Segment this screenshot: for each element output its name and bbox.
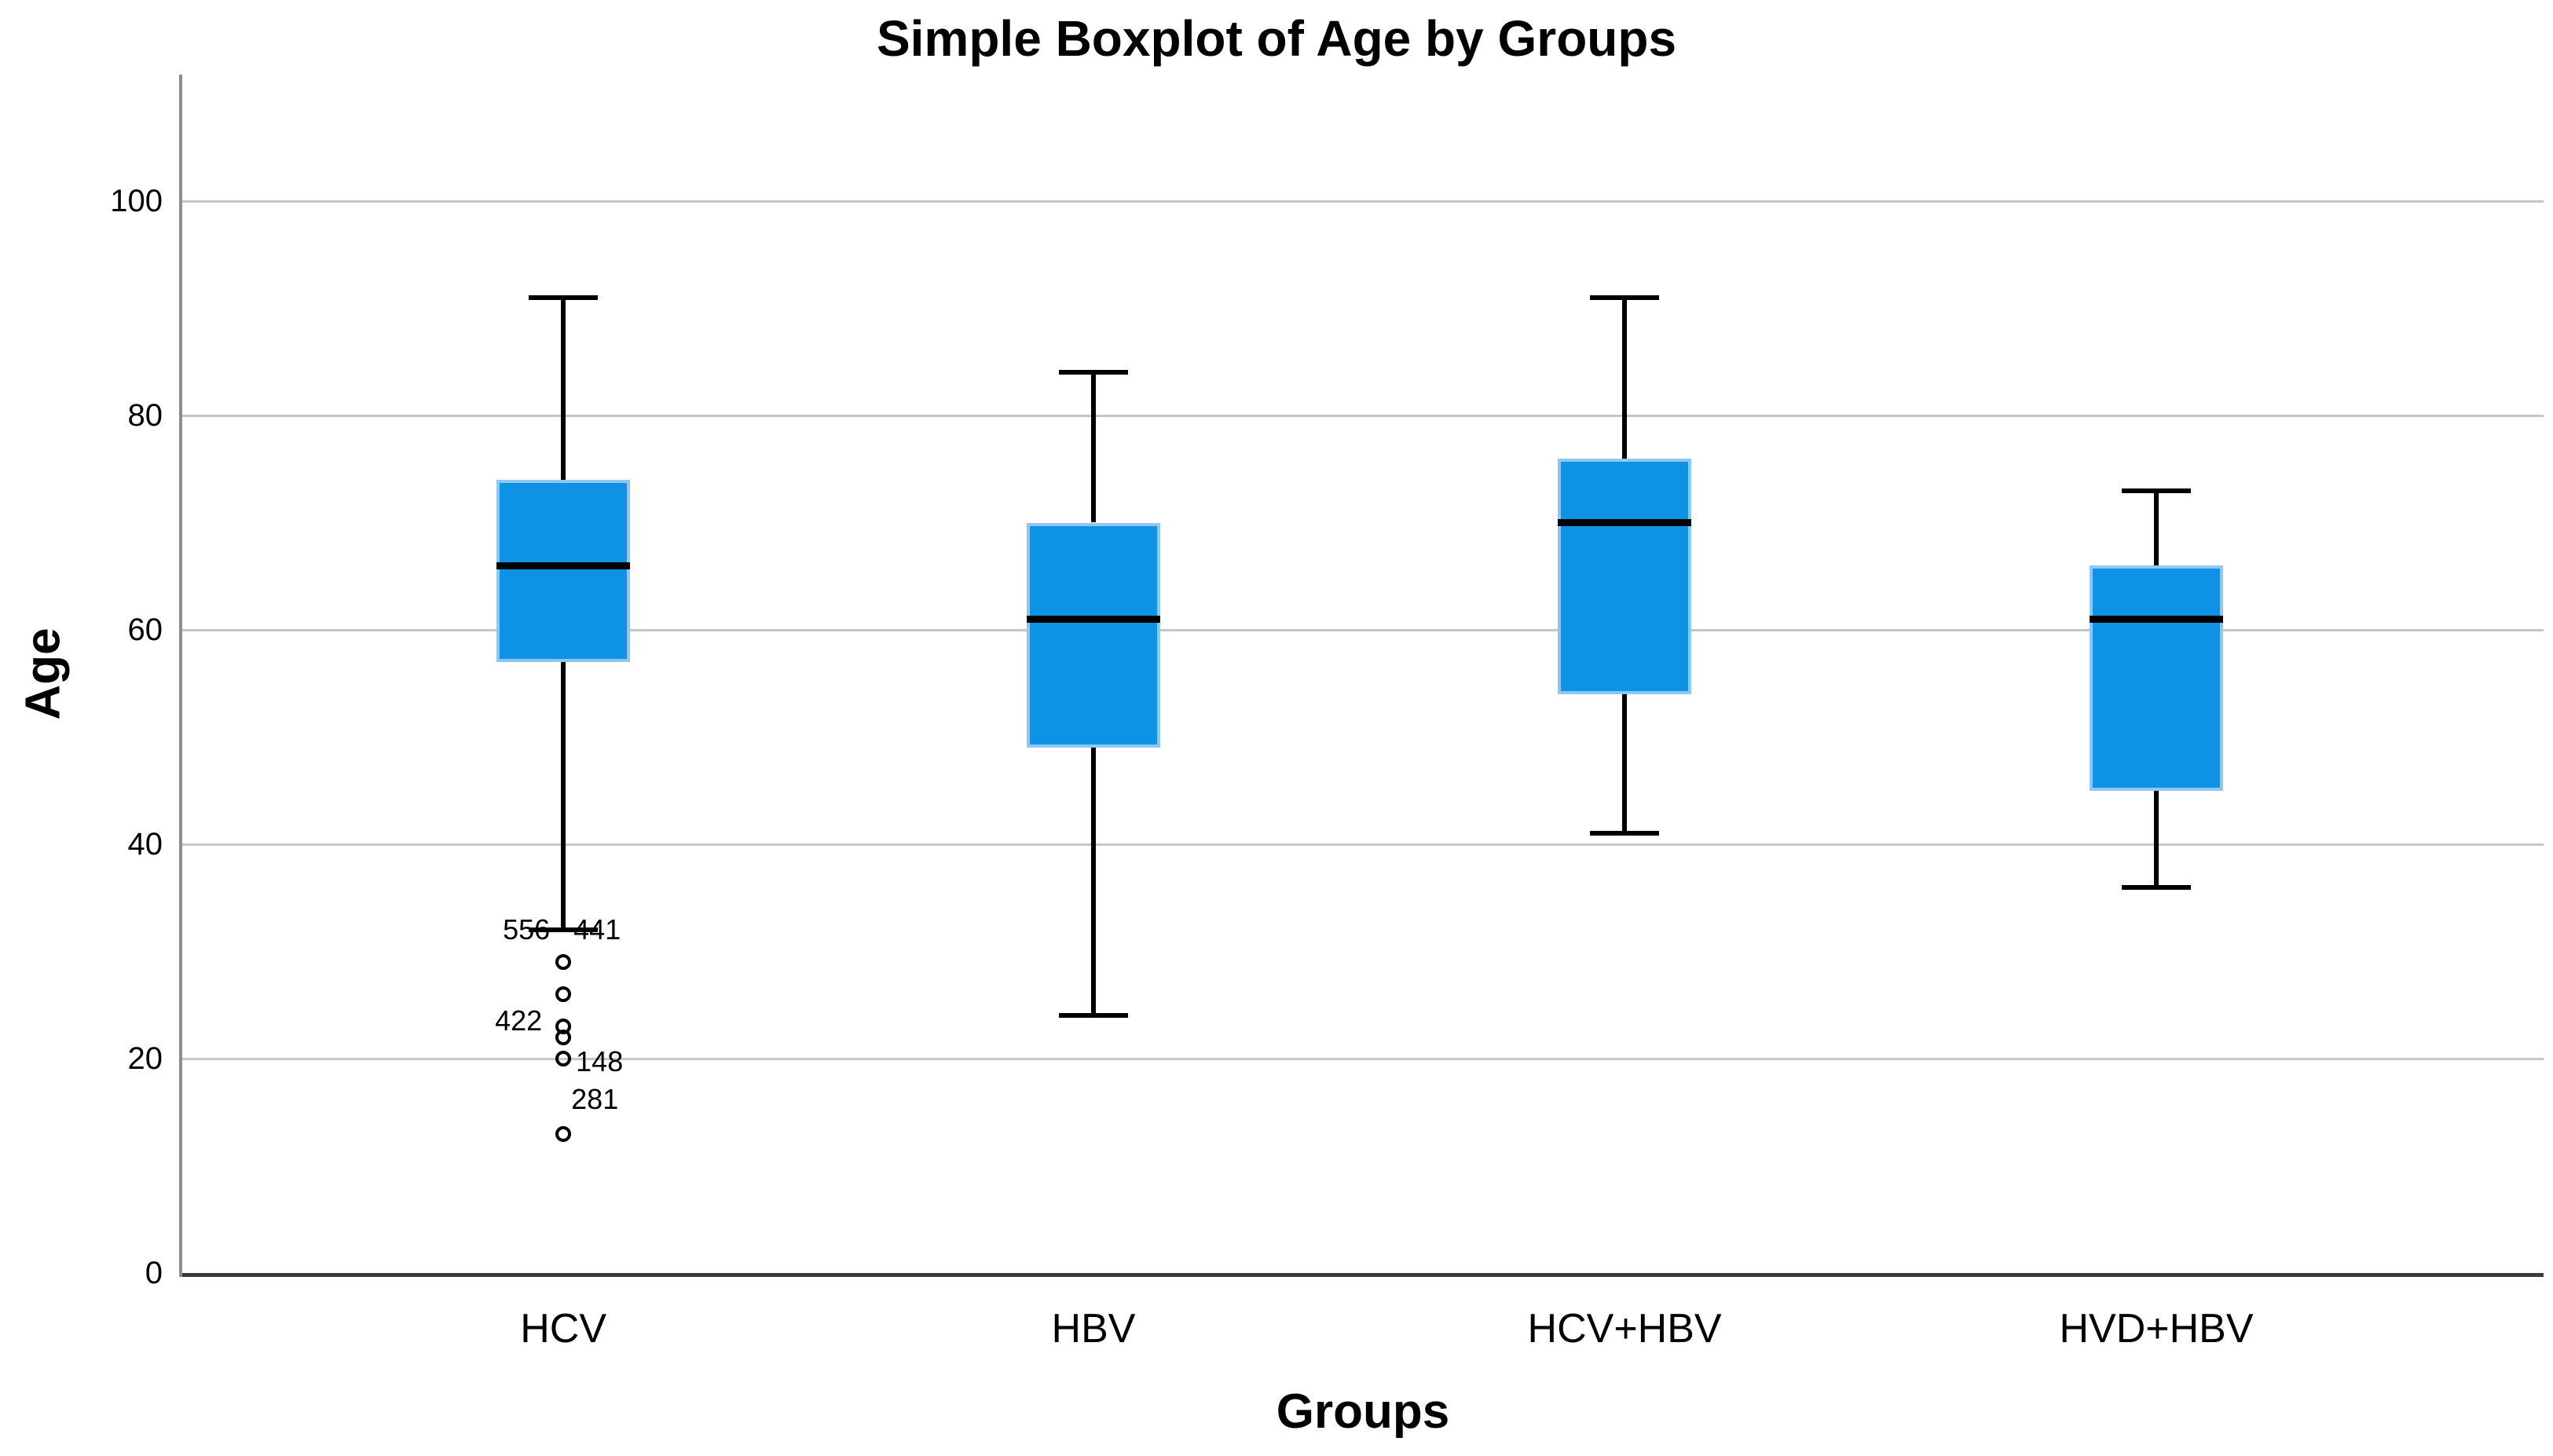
outlier-circle — [555, 1029, 572, 1045]
whisker-cap-upper-HBV — [1059, 370, 1128, 375]
outlier-circle — [555, 1051, 572, 1066]
y-tick-label: 80 — [127, 398, 163, 433]
gridline — [182, 628, 2544, 631]
whisker-cap-upper-HVD+HBV — [2122, 488, 2192, 493]
whisker-lower-HVD+HBV — [2154, 790, 2159, 887]
outlier-label: 281 — [571, 1082, 619, 1115]
whisker-cap-upper-HCV+HBV — [1590, 294, 1660, 300]
outlier-label: 422 — [495, 1004, 543, 1037]
x-tick-label-HCV+HBV: HCV+HBV — [1527, 1306, 1722, 1352]
whisker-lower-HCV+HBV — [1622, 693, 1628, 834]
outlier-circle — [555, 986, 572, 1003]
whisker-lower-HBV — [1091, 748, 1096, 1016]
y-tick-label: 20 — [127, 1041, 163, 1076]
y-axis-line — [179, 75, 182, 1277]
whisker-cap-lower-HCV — [529, 927, 599, 933]
box-rect-HCV — [496, 479, 631, 662]
whisker-cap-lower-HCV+HBV — [1590, 831, 1660, 836]
median-line-HCV — [496, 562, 631, 569]
median-line-HVD+HBV — [2090, 615, 2224, 623]
outlier-label: 148 — [576, 1045, 624, 1078]
outlier-circle — [555, 1125, 572, 1142]
gridline — [182, 1057, 2544, 1060]
whisker-lower-HCV — [561, 661, 566, 931]
x-tick-label-HVD+HBV: HVD+HBV — [2059, 1306, 2254, 1352]
gridline — [182, 843, 2544, 846]
whisker-upper-HCV+HBV — [1622, 297, 1628, 459]
box-rect-HVD+HBV — [2090, 565, 2224, 791]
x-axis-line — [182, 1273, 2544, 1277]
whisker-cap-lower-HBV — [1059, 1013, 1128, 1019]
whisker-upper-HVD+HBV — [2154, 490, 2159, 566]
box-rect-HCV+HBV — [1558, 458, 1692, 694]
chart-title: Simple Boxplot of Age by Groups — [876, 10, 1677, 67]
whisker-upper-HCV — [561, 297, 566, 480]
gridline — [182, 414, 2544, 417]
y-tick-label: 100 — [110, 184, 163, 218]
y-tick-label: 60 — [127, 613, 163, 647]
box-rect-HBV — [1027, 522, 1160, 748]
y-tick-label: 0 — [145, 1256, 163, 1290]
whisker-upper-HBV — [1091, 372, 1096, 523]
y-tick-label: 40 — [127, 827, 163, 862]
x-tick-label-HCV: HCV — [520, 1306, 607, 1352]
x-tick-label-HBV: HBV — [1051, 1306, 1136, 1352]
x-axis-title: Groups — [1276, 1385, 1450, 1439]
outlier-circle — [555, 954, 572, 971]
median-line-HCV+HBV — [1558, 519, 1692, 526]
gridline — [182, 199, 2544, 203]
median-line-HBV — [1027, 615, 1160, 623]
whisker-cap-lower-HVD+HBV — [2122, 884, 2192, 890]
whisker-cap-upper-HCV — [529, 294, 599, 300]
